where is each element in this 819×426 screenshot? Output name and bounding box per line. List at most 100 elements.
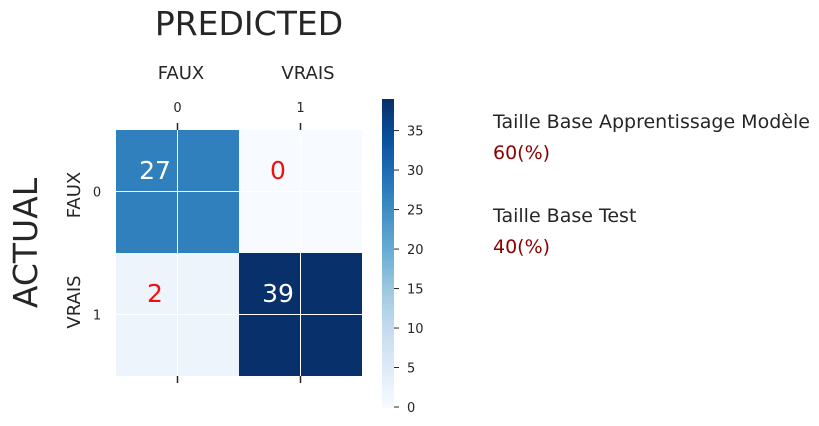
- colorbar-segment: [382, 383, 394, 388]
- colorbar-segment: [382, 286, 394, 290]
- colorbar-segment: [382, 270, 394, 275]
- colorbar-segment: [382, 404, 394, 408]
- colorbar-segment: [382, 163, 394, 167]
- colorbar-segment: [382, 101, 394, 105]
- colorbar-segment: [382, 211, 394, 216]
- chart-title: PREDICTED: [155, 4, 343, 43]
- colorbar-segment: [382, 345, 394, 349]
- colorbar-segment: [382, 319, 394, 323]
- colorbar-segment: [382, 386, 394, 390]
- colorbar-segment: [382, 127, 394, 131]
- colorbar-segment: [382, 176, 394, 180]
- colorbar-segment: [382, 353, 394, 357]
- colorbar-segment: [382, 250, 394, 254]
- colorbar-segment: [382, 147, 394, 151]
- x-tick-label: 1: [296, 101, 304, 116]
- y-tick-label: 0: [93, 186, 101, 201]
- colorbar-tick-label: 35: [407, 125, 424, 140]
- column-label-vrais: VRAIS: [281, 63, 334, 84]
- row-label-vrais: VRAIS: [64, 275, 85, 328]
- colorbar-segment: [382, 376, 394, 380]
- colorbar-segment: [382, 245, 394, 249]
- colorbar-segment: [382, 309, 394, 313]
- colorbar-segment: [382, 150, 394, 154]
- colorbar-segment: [382, 360, 394, 364]
- colorbar-tick-label: 10: [407, 322, 424, 337]
- colorbar-segment: [382, 332, 394, 336]
- colorbar-segment: [382, 178, 394, 182]
- colorbar-segment: [382, 365, 394, 370]
- colorbar-segment: [382, 255, 394, 259]
- colorbar-segment: [382, 145, 394, 149]
- colorbar-segment: [382, 322, 394, 326]
- test-size-label: Taille Base Test: [493, 205, 637, 227]
- colorbar-tick-label: 30: [407, 164, 424, 179]
- axis-ticks: 0 0 1 1: [93, 101, 305, 383]
- colorbar-segment: [382, 232, 394, 236]
- colorbar-segment: [382, 399, 394, 403]
- cell-value-0-0: 27: [139, 156, 171, 185]
- colorbar-segment: [382, 299, 394, 303]
- colorbar-segment: [382, 170, 394, 175]
- colorbar-segment: [382, 165, 394, 169]
- colorbar-segment: [382, 363, 394, 367]
- colorbar-segment: [382, 209, 394, 213]
- colorbar-segment: [382, 265, 394, 269]
- test-size-block: Taille Base Test 40(%): [493, 205, 636, 258]
- colorbar-segment: [382, 381, 394, 385]
- colorbar-segment: [382, 281, 394, 285]
- colorbar-segment: [382, 206, 394, 210]
- colorbar-segment: [382, 155, 394, 159]
- colorbar-segment: [382, 324, 394, 329]
- colorbar-segment: [382, 119, 394, 123]
- colorbar-tick-label: 5: [407, 362, 415, 377]
- colorbar: 0 5 10 15 20 25 30 35: [382, 99, 424, 416]
- y-tick-label: 1: [93, 309, 101, 324]
- colorbar-segment: [382, 273, 394, 277]
- heatmap-grid: [116, 130, 362, 376]
- train-size-value: 60(%): [493, 142, 551, 164]
- colorbar-segment: [382, 106, 394, 110]
- colorbar-segment: [382, 104, 394, 108]
- train-size-label: Taille Base Apprentissage Modèle: [493, 111, 810, 133]
- colorbar-segment: [382, 160, 394, 164]
- colorbar-segment: [382, 168, 394, 172]
- x-tick-label: 0: [173, 101, 181, 116]
- colorbar-segment: [382, 396, 394, 400]
- colorbar-tick-label: 20: [407, 243, 424, 258]
- colorbar-segment: [382, 173, 394, 177]
- colorbar-segment: [382, 137, 394, 141]
- colorbar-segment: [382, 304, 394, 308]
- colorbar-segment: [382, 193, 394, 198]
- colorbar-segment: [382, 158, 394, 162]
- colorbar-segment: [382, 391, 394, 395]
- colorbar-segment: [382, 240, 394, 244]
- cell-value-1-0: 2: [147, 279, 163, 308]
- colorbar-segment: [382, 294, 394, 298]
- colorbar-segment: [382, 142, 394, 146]
- colorbar-segment: [382, 181, 394, 185]
- colorbar-tick-label: 0: [407, 401, 415, 416]
- colorbar-segment: [382, 109, 394, 113]
- cell-value-0-1: 0: [270, 156, 286, 185]
- cell-value-1-1: 39: [262, 279, 294, 308]
- colorbar-segment: [382, 350, 394, 354]
- colorbar-segment: [382, 340, 394, 344]
- colorbar-segment: [382, 258, 394, 262]
- colorbar-tick-label: 15: [407, 283, 424, 298]
- colorbar-segment: [382, 196, 394, 200]
- colorbar-segment: [382, 288, 394, 293]
- colorbar-segment: [382, 378, 394, 382]
- colorbar-segment: [382, 401, 394, 406]
- colorbar-segment: [382, 371, 394, 375]
- colorbar-tick-label: 25: [407, 204, 424, 219]
- colorbar-segment: [382, 214, 394, 218]
- colorbar-segment: [382, 122, 394, 126]
- colorbar-segment: [382, 283, 394, 287]
- colorbar-segment: [382, 347, 394, 352]
- colorbar-segment: [382, 355, 394, 359]
- colorbar-segment: [382, 312, 394, 316]
- colorbar-segment: [382, 219, 394, 223]
- colorbar-segment: [382, 152, 394, 157]
